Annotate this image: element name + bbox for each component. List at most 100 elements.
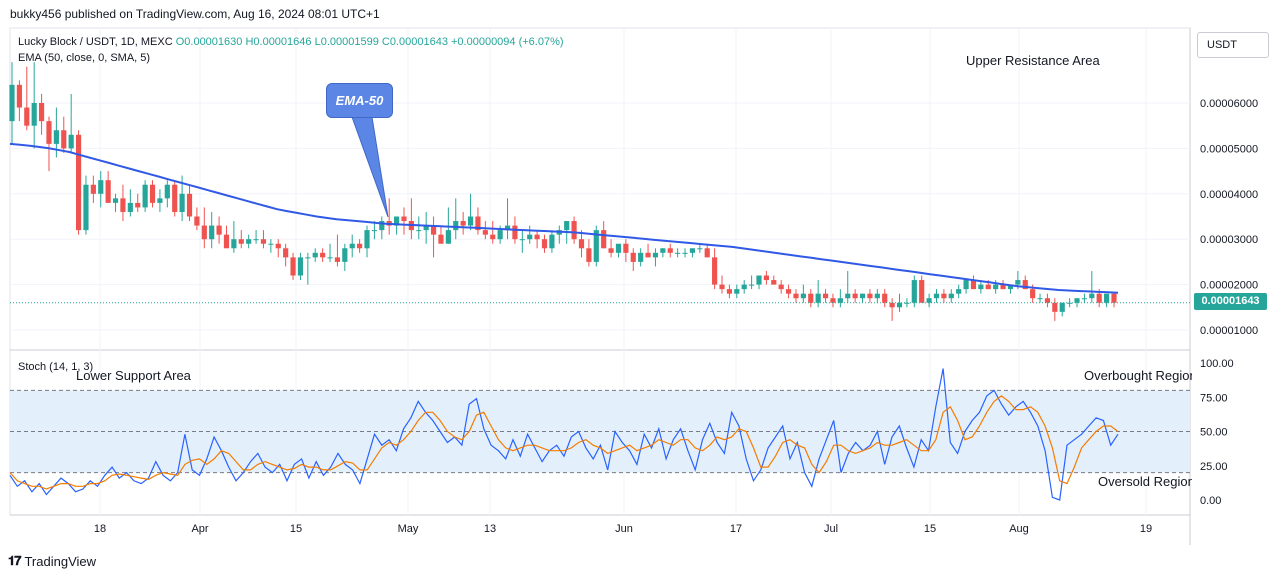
candle-body [896,302,903,308]
candle-body [534,234,540,240]
candle-body [874,293,880,299]
candle-body [1000,284,1006,290]
candle-body [793,293,799,299]
stoch-tick-label: 75.00 [1200,392,1228,404]
candle-body [112,198,119,203]
change-value: +0.00000094 (+6.07%) [451,36,564,48]
candle-body [608,248,614,253]
stoch-d-line [9,395,1119,490]
stoch-k-line [9,368,1119,501]
candle-body [209,225,215,240]
upper-resistance-label: Upper Resistance Area [966,53,1100,68]
candle-body [475,216,481,231]
price-tick-label: 0.00006000 [1200,98,1258,110]
candle-body [453,221,459,231]
candle-body [578,239,585,249]
candle-body [712,257,718,285]
price-tick-label: 0.00002000 [1200,280,1258,292]
candle-body [120,198,126,212]
candle-body [445,230,451,244]
candle-body [297,257,304,276]
candle-body [911,280,917,303]
oversold-label: Oversold Region [1098,474,1192,489]
candle-body [667,248,673,253]
price-tick-label: 0.00004000 [1200,189,1258,201]
candle-body [675,252,681,254]
high-value: H0.00001646 [245,36,312,48]
candle-body [933,293,940,299]
candle-body [993,284,999,290]
candle-body [482,230,488,235]
candle-body [822,293,829,299]
last-price-tag: 0.00001643 [1194,293,1267,310]
candle-body [1081,298,1088,300]
time-tick-label: 19 [1140,523,1152,535]
candle-body [985,284,991,290]
candle-body [149,184,156,203]
candle-body [127,202,133,212]
candle-body [1074,298,1080,303]
candle-body [364,230,370,249]
candle-body [638,252,644,262]
time-tick-label: Aug [1009,523,1029,535]
candle-body [1015,280,1021,285]
candle-body [660,248,666,253]
stoch-tick-label: 0.00 [1200,495,1221,507]
candle-body [135,202,141,208]
candle-body [593,230,599,262]
candle-body [172,184,178,212]
candle-body [349,243,355,249]
lower-support-label: Lower Support Area [76,368,191,383]
ema-callout-pointer [351,116,389,218]
currency-button[interactable]: USDT [1197,32,1269,58]
candle-body [652,252,659,258]
price-legend: Lucky Block / USDT, 1D, MEXC O0.00001630… [18,36,564,48]
candle-body [327,257,333,259]
candle-body [394,216,400,226]
candle-body [889,302,895,308]
candle-body [852,293,858,299]
candle-body [1030,289,1036,299]
candle-body [867,293,873,299]
candle-body [401,216,407,222]
candle-body [246,239,252,244]
candle-body [157,198,163,203]
candle-body [519,239,525,241]
candle-body [1096,293,1102,303]
candle-body [98,180,104,194]
candle-body [497,230,503,240]
candle-body [371,230,377,232]
candle-body [1089,293,1095,299]
candle-body [320,252,326,258]
candle-body [90,184,96,194]
candle-body [216,225,222,235]
time-tick-label: May [398,523,419,535]
candle-body [268,243,274,245]
candle-body [689,248,696,253]
candle-body [756,275,762,285]
candle-body [467,216,474,226]
candle-body [1044,298,1051,303]
candle-body [601,230,607,249]
candle-body [615,243,622,253]
candle-body [460,221,466,226]
candle-body [963,280,969,290]
candle-body [623,243,629,253]
candle-body [179,193,185,212]
time-tick-label: 18 [94,523,106,535]
candle-body [630,252,636,262]
candle-body [704,248,710,258]
candle-body [416,230,422,232]
candle-body [201,225,207,240]
candle-body [904,302,910,304]
candle-body [970,280,977,290]
candle-body [837,298,843,303]
candle-body [31,103,37,126]
candle-body [956,289,962,294]
candle-body [9,84,15,122]
candle-body [808,293,814,303]
candle-body [564,221,570,231]
ema-50-callout: EMA-50 [326,83,393,118]
